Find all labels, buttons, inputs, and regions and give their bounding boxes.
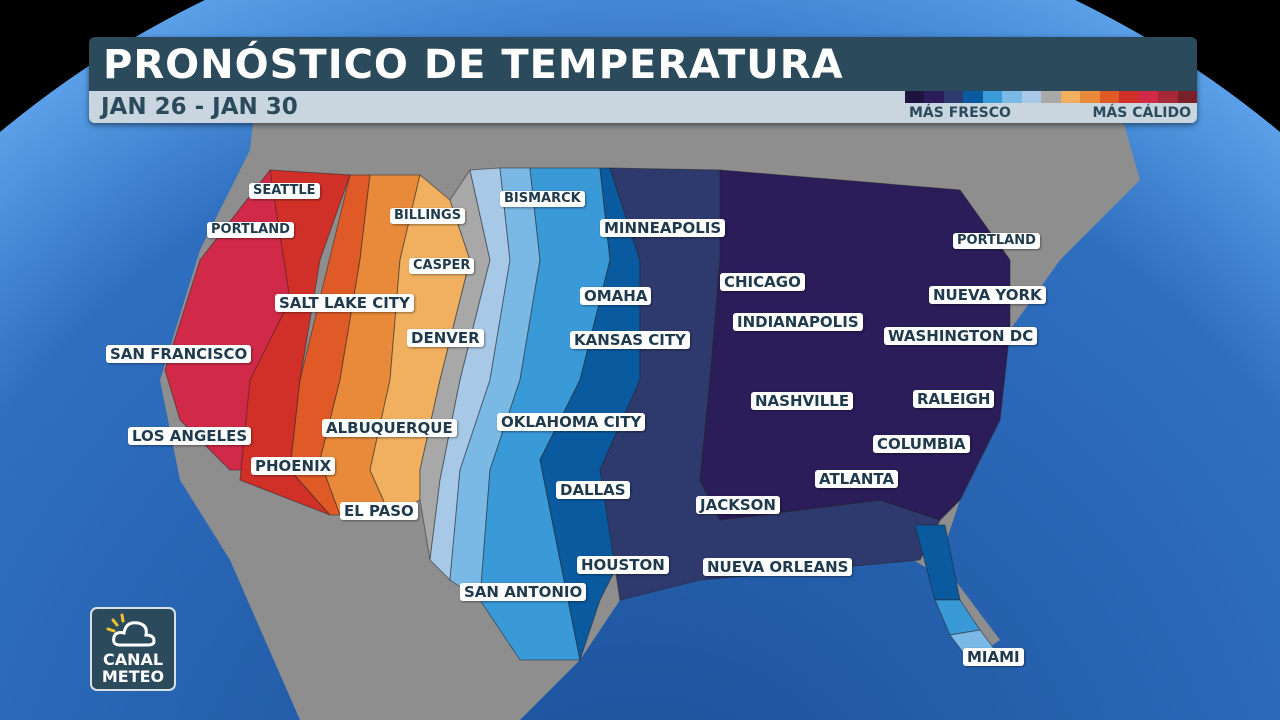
legend-swatch bbox=[1158, 91, 1178, 103]
legend-swatch bbox=[1060, 91, 1081, 103]
city-label: OKLAHOMA CITY bbox=[497, 413, 646, 431]
city-label: WASHINGTON DC bbox=[884, 327, 1038, 345]
city-label: HOUSTON bbox=[577, 556, 669, 574]
city-label: SALT LAKE CITY bbox=[275, 294, 414, 312]
logo-line1: CANAL bbox=[102, 650, 164, 669]
forecast-header: PRONÓSTICO DE TEMPERATURA JAN 26 - JAN 3… bbox=[89, 37, 1197, 123]
legend-swatch bbox=[963, 91, 983, 103]
city-label: PORTLAND bbox=[953, 233, 1040, 249]
city-label: SAN ANTONIO bbox=[460, 583, 587, 601]
legend-swatch bbox=[1080, 91, 1100, 103]
city-label: PORTLAND bbox=[207, 222, 294, 238]
legend-swatch bbox=[905, 91, 925, 103]
legend-high-label: MÁS CÁLIDO bbox=[1092, 105, 1192, 121]
city-label: SEATTLE bbox=[249, 183, 320, 199]
city-label: JACKSON bbox=[696, 496, 780, 514]
city-label: MIAMI bbox=[963, 648, 1024, 666]
date-range-bar: JAN 26 - JAN 30 MÁS FRESCO MÁS CÁLIDO bbox=[89, 91, 1197, 123]
city-label: NUEVA YORK bbox=[929, 286, 1046, 304]
city-label: ATLANTA bbox=[815, 470, 899, 488]
city-label: RALEIGH bbox=[913, 390, 995, 408]
city-label: OMAHA bbox=[580, 287, 652, 305]
legend-swatch bbox=[1021, 91, 1042, 103]
legend-swatch bbox=[1002, 91, 1022, 103]
legend-swatch bbox=[943, 91, 964, 103]
city-label: BILLINGS bbox=[390, 208, 466, 224]
legend-swatches bbox=[905, 91, 1197, 103]
legend-swatch bbox=[1119, 91, 1139, 103]
city-label: CHICAGO bbox=[720, 273, 805, 291]
city-label: PHOENIX bbox=[251, 457, 336, 475]
legend-swatch bbox=[1138, 91, 1159, 103]
city-label: DENVER bbox=[407, 329, 484, 347]
city-label: CASPER bbox=[409, 258, 475, 274]
legend-swatch bbox=[982, 91, 1003, 103]
city-label: DALLAS bbox=[556, 481, 630, 499]
city-label: COLUMBIA bbox=[873, 435, 970, 453]
legend-low-label: MÁS FRESCO bbox=[909, 105, 1011, 121]
logo-line2: METEO bbox=[101, 667, 165, 686]
city-label: KANSAS CITY bbox=[570, 331, 690, 349]
city-label: MINNEAPOLIS bbox=[600, 219, 726, 237]
city-label: ALBUQUERQUE bbox=[322, 419, 457, 437]
city-label: INDIANAPOLIS bbox=[733, 313, 863, 331]
canal-meteo-logo: CANAL METEO bbox=[90, 607, 176, 691]
legend-swatch bbox=[1041, 91, 1061, 103]
page-title: PRONÓSTICO DE TEMPERATURA bbox=[89, 37, 1197, 91]
date-range: JAN 26 - JAN 30 bbox=[101, 94, 298, 120]
city-label: SAN FRANCISCO bbox=[106, 345, 252, 363]
city-label: BISMARCK bbox=[500, 191, 585, 207]
sun-cloud-icon bbox=[106, 613, 156, 647]
legend-swatch bbox=[1099, 91, 1120, 103]
city-label: NUEVA ORLEANS bbox=[703, 558, 853, 576]
city-label: EL PASO bbox=[340, 502, 418, 520]
legend-swatch bbox=[1177, 91, 1197, 103]
city-label: LOS ANGELES bbox=[128, 427, 252, 445]
legend-swatch bbox=[924, 91, 944, 103]
temperature-legend: MÁS FRESCO MÁS CÁLIDO bbox=[905, 91, 1197, 123]
city-label: NASHVILLE bbox=[751, 392, 854, 410]
